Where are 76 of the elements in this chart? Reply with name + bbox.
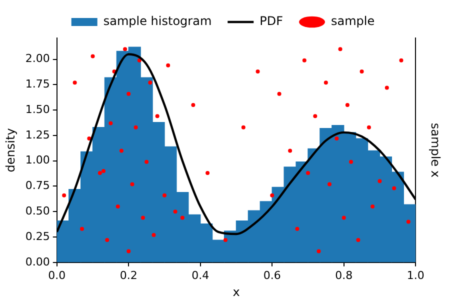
point (328, 182, 332, 186)
point (155, 114, 160, 118)
point (166, 63, 170, 68)
point (223, 238, 228, 242)
point (126, 249, 131, 254)
legend-label: sample histogram (103, 14, 212, 28)
x-tick-label: 0.4 (192, 268, 210, 282)
point (90, 54, 95, 58)
point (345, 103, 350, 108)
point (392, 186, 396, 190)
point (378, 179, 382, 184)
point (313, 114, 318, 118)
point (302, 58, 306, 62)
point (119, 148, 124, 153)
point (370, 204, 375, 209)
x-tick-label: 1.0 (406, 268, 424, 282)
x-tick-label: 0.6 (263, 268, 281, 282)
point (62, 193, 66, 198)
x-tick-label: 0.0 (48, 268, 66, 282)
point (152, 232, 156, 237)
point (162, 193, 167, 198)
y-tick-label: 0.75 (25, 179, 50, 192)
point (288, 148, 292, 153)
point (98, 171, 102, 176)
point (316, 249, 321, 254)
point (123, 47, 128, 52)
point (108, 121, 113, 126)
point (72, 80, 77, 85)
point (140, 216, 145, 220)
point (241, 125, 246, 130)
y-tick-label: 0.00 (25, 255, 50, 268)
point (406, 220, 410, 224)
x-tick-label: 0.2 (120, 268, 138, 282)
point (360, 70, 364, 74)
y-axis-title: density (3, 128, 18, 172)
y-tick-label: 0.25 (25, 230, 50, 243)
point (349, 160, 354, 164)
point (126, 92, 131, 96)
point (80, 226, 84, 231)
point (105, 238, 110, 242)
legend-label: sample (331, 14, 375, 28)
point (342, 216, 346, 220)
y-tick-label: 1.75 (25, 78, 50, 91)
point (277, 92, 282, 96)
y-tick-label: 0.50 (25, 204, 50, 218)
x-axis-title: x (232, 284, 240, 299)
point (256, 70, 260, 74)
y-tick-label: 1.25 (25, 128, 50, 142)
point (356, 238, 360, 242)
point (137, 58, 142, 62)
point (180, 216, 184, 220)
x-tick-label: 0.8 (335, 268, 353, 282)
point (191, 103, 196, 108)
point (102, 169, 106, 174)
point (206, 171, 210, 176)
point (384, 86, 389, 90)
point (134, 125, 138, 130)
y-tick-label: 1.00 (25, 154, 50, 167)
y-tick-label: 1.50 (25, 102, 50, 116)
y2-axis-title: sample x (428, 122, 443, 178)
point (366, 125, 371, 130)
point (144, 160, 149, 164)
point (87, 136, 92, 141)
point (334, 136, 339, 141)
y-tick-label: 2.00 (25, 52, 50, 66)
point (116, 204, 120, 209)
point (295, 226, 300, 231)
point (324, 80, 328, 85)
point (130, 182, 134, 186)
point (306, 171, 310, 176)
point (399, 58, 404, 62)
point (148, 80, 152, 85)
point (173, 210, 178, 214)
point (270, 193, 274, 198)
legend-label: PDF (260, 14, 284, 28)
point (338, 47, 342, 52)
